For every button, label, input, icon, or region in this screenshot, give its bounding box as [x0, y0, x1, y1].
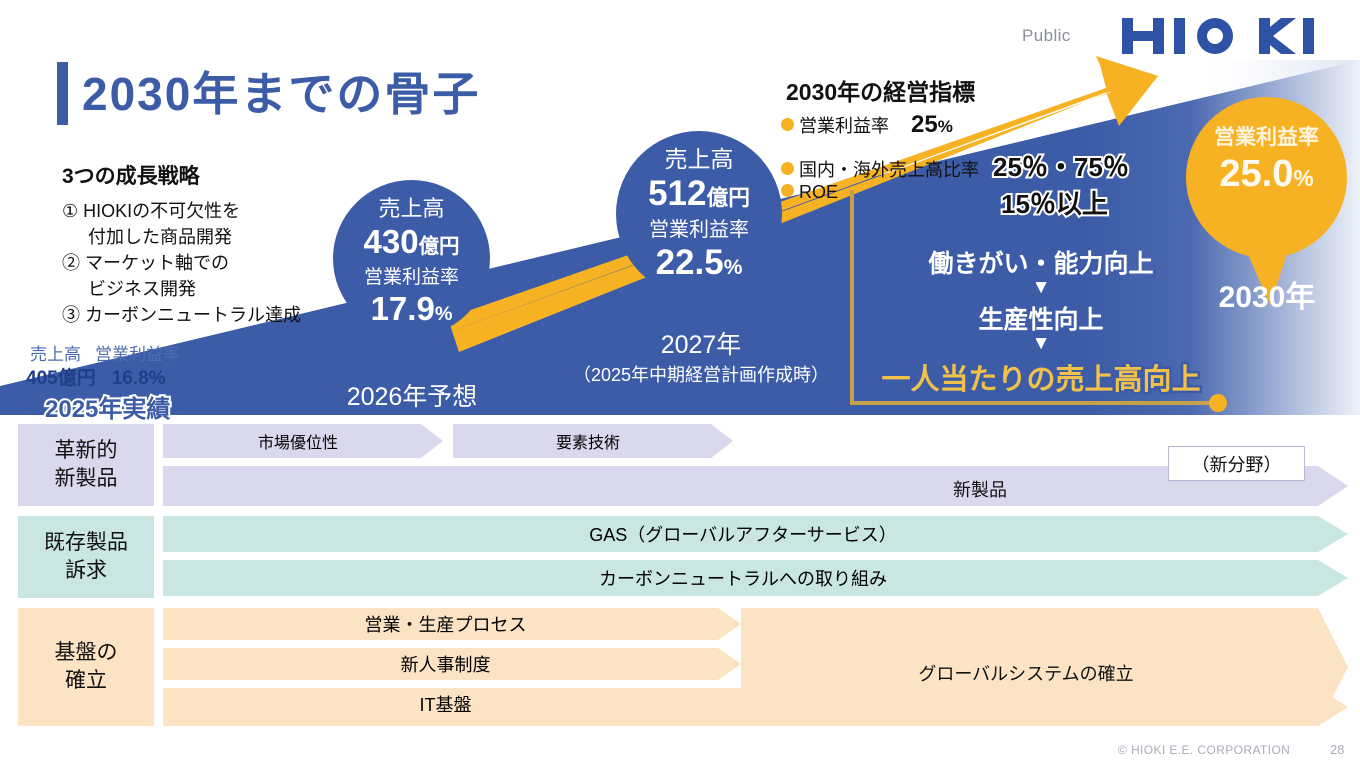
bubble-2026-sales-label: 売上高: [378, 196, 445, 221]
actual-2025-sales-label: 売上高: [30, 345, 81, 364]
kpi-value-sales-ratio: 25％・75％: [991, 150, 1131, 184]
row1-bar-new-products: 新製品: [953, 480, 1007, 500]
bullet-dot-icon: [781, 184, 794, 197]
row2-label-line2: 訴求: [65, 559, 107, 582]
bubble-2027-margin-label: 営業利益率: [649, 219, 749, 241]
strategy-item-3-line1: ③ カーボンニュートラル達成: [62, 305, 301, 325]
bullet-dot-icon: [781, 162, 794, 175]
bubble-2027-caption: 2027年 （2025年中期経営計画作成時）: [556, 330, 846, 390]
actual-2025-values: 405億円 16.8%: [26, 363, 166, 390]
row-label-foundation: 基盤の 確立: [18, 608, 154, 726]
kpi-row-roe: ROE 15％以上: [781, 182, 1110, 221]
footer-page-number: 28: [1330, 742, 1345, 757]
bubble-2027-margin-unit: %: [723, 256, 743, 279]
row2-bar-carbon-neutral: カーボンニュートラルへの取り組み: [599, 569, 887, 589]
row3-bar-it-infrastructure: IT基盤: [419, 695, 472, 715]
row2-label-line1: 既存製品: [44, 531, 128, 554]
bubble-2027-margin-value: 22.5: [655, 243, 724, 282]
row2-bar-gas: GAS（グローバルアフターサービス）: [589, 525, 897, 545]
bubble-2030-caption: 2030年: [1218, 281, 1316, 314]
footer-copyright: © HIOKI E.E. CORPORATION: [1118, 743, 1291, 757]
row3-bars: 営業・生産プロセス 新人事制度 IT基盤 グローバルシステムの確立: [163, 608, 1360, 731]
chain-step-sales-per-employee: 一人当たりの売上高向上: [879, 362, 1203, 399]
row-existing-products: 既存製品 訴求 GAS（グローバルアフターサービス） カーボンニュートラルへの取…: [0, 516, 1360, 598]
bubble-2027-sales-unit: 億円: [706, 185, 750, 210]
kpi-row-sales-ratio: 国内・海外売上高比率 25％・75％: [781, 147, 1131, 184]
strategy-item-2-line2: ビジネス開発: [88, 279, 196, 299]
growth-arrow: [448, 56, 1158, 352]
kpi-label-operating-margin: 営業利益率: [799, 116, 889, 136]
bubble-2026-margin-unit: %: [434, 303, 453, 325]
row1-bar-market-advantage: 市場優位性: [257, 435, 338, 452]
bubble-2026-margin-value: 17.9: [370, 290, 435, 327]
kpi-value-operating-margin: 25: [911, 111, 938, 138]
bubble-2026-sales-unit: 億円: [418, 235, 460, 258]
row3-label-line1: 基盤の: [54, 641, 118, 664]
actual-2025-margin-value: 16.8%: [111, 368, 166, 389]
confidentiality-label: Public: [1022, 26, 1071, 45]
actual-2025-margin-label: 営業利益率: [95, 345, 180, 364]
kpi-value-roe: 15％以上: [999, 187, 1110, 221]
chain-step-productivity: 生産性向上: [978, 306, 1104, 334]
row2-bars: GAS（グローバルアフターサービス） カーボンニュートラルへの取り組み: [163, 516, 1360, 603]
strategy-item-1-line1: ① HIOKIの不可欠性を: [62, 201, 241, 221]
kpi-heading: 2030年の経営指標: [786, 79, 976, 105]
strategy-list: ① HIOKIの不可欠性を 付加した商品開発 ② マーケット軸での ビジネス開発…: [62, 198, 301, 328]
row1-label-line2: 新製品: [54, 467, 118, 490]
row3-label-line2: 確立: [65, 669, 107, 692]
actual-2025-labels: 売上高 営業利益率: [30, 340, 180, 365]
bubble-2027-caption-sub: （2025年中期経営計画作成時）: [572, 365, 830, 385]
bubble-2030-margin-label: 営業利益率: [1214, 126, 1319, 149]
kpi-label-roe: ROE: [799, 182, 839, 202]
chain-step-engagement: 働きがい・能力向上: [928, 250, 1154, 278]
bubble-2030: 営業利益率 25.0%: [1186, 97, 1347, 258]
row-label-existing-products: 既存製品 訴求: [18, 516, 154, 598]
bubble-2026-sales-value: 430: [363, 223, 419, 260]
row1-shapes: [163, 424, 1348, 506]
kpi-unit-operating-margin: %: [937, 117, 953, 136]
bullet-dot-icon: [781, 118, 794, 131]
row2-shapes: [163, 516, 1348, 596]
bubble-2030-margin-value: 25.0: [1219, 153, 1294, 195]
row1-bars: 市場優位性 要素技術 新製品 （新分野）: [163, 424, 1360, 511]
chain-arrow-down-icon: ▼: [1031, 277, 1051, 298]
title-accent-bar: [57, 62, 68, 125]
page-title: 2030年までの骨子: [82, 68, 481, 120]
bubble-2026-caption: 2026年予想: [346, 383, 478, 411]
bubble-2030-margin-unit: %: [1293, 165, 1314, 191]
row3-bar-global-system: グローバルシステムの確立: [918, 664, 1134, 684]
row-foundation: 基盤の 確立 営業・生産プロセス 新人事制度 IT基盤: [0, 608, 1360, 726]
kpi-row-operating-margin: 営業利益率 25%: [781, 111, 953, 139]
bubble-2026: 売上高 430億円 営業利益率 17.9%: [333, 180, 490, 337]
bubble-2027-sales-value: 512: [648, 174, 707, 213]
row-label-innovative-products: 革新的 新製品: [18, 424, 154, 506]
actual-2025-year-label: 2025年実績: [43, 394, 172, 425]
row3-shapes: [163, 608, 1348, 726]
bubble-2027-sales-label: 売上高: [664, 146, 734, 172]
kpi-label-sales-ratio: 国内・海外売上高比率: [799, 160, 979, 180]
row1-new-field-box: （新分野）: [1168, 446, 1305, 481]
row-innovative-products: 革新的 新製品 市場優位性 要素技術 新製品 （新分野）: [0, 424, 1360, 506]
row3-bar-sales-production-process: 営業・生産プロセス: [364, 615, 527, 635]
bubble-2026-margin-label: 営業利益率: [363, 267, 459, 288]
row1-label-line1: 革新的: [54, 439, 118, 462]
strategy-item-1-line2: 付加した商品開発: [88, 227, 232, 247]
actual-2025-sales-value: 405億円: [26, 368, 96, 389]
strategy-heading: 3つの成長戦略: [62, 165, 200, 188]
chain-arrow-down-icon: ▼: [1031, 333, 1051, 354]
row3-bar-hr-system: 新人事制度: [400, 655, 491, 675]
strategy-item-2-line1: ② マーケット軸での: [62, 253, 230, 273]
bubble-2027: 売上高 512億円 営業利益率 22.5%: [616, 131, 782, 297]
hioki-logo: [1122, 18, 1314, 54]
bubble-2027-caption-main: 2027年: [660, 331, 742, 359]
initiative-rows: 革新的 新製品 市場優位性 要素技術 新製品 （新分野）: [0, 424, 1360, 736]
row1-bar-core-technology: 要素技術: [555, 435, 620, 452]
